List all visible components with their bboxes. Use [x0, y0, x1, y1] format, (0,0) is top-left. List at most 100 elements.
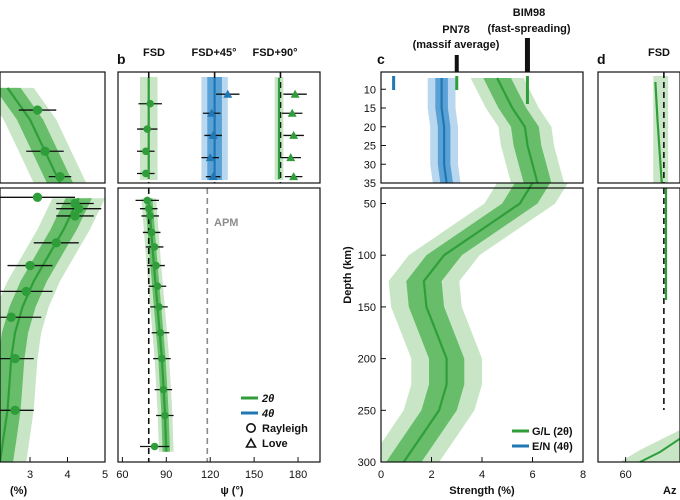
panel-d-plot [620, 72, 680, 462]
a-point-0 [32, 105, 43, 115]
panel-a-xlabel: (%) [10, 485, 27, 497]
panel-c-ref-pn78-sub: (massif average) [413, 39, 500, 51]
a-point-10 [6, 312, 16, 322]
panel-d-ref-fsd: FSD [648, 47, 670, 59]
a-series-line-1 [0, 197, 80, 462]
c-ytick-mantle-label-4: 250 [358, 405, 376, 417]
b-love-point-9 [289, 172, 299, 181]
c-series-en [440, 78, 448, 184]
panel-d-xlabel-fragment: Az [663, 485, 677, 497]
panel-c-lines [402, 77, 539, 462]
legend-2theta-label: 2θ [261, 393, 274, 405]
panel-b-ref-fsd: FSD [143, 47, 165, 59]
c-ytick-crust-label-4: 30 [364, 159, 376, 171]
panel-b-frame-box-1 [117, 187, 321, 463]
a-point-2 [55, 171, 65, 182]
panel-b-legend: 2θ 4θ Rayleigh Love [241, 393, 308, 450]
b-love-point-2 [208, 130, 218, 139]
panel-b-apm-label: APM [214, 217, 238, 229]
c-mark-pn78-gl [455, 76, 459, 90]
b-love-point-1 [207, 108, 217, 117]
legend-love-label: Love [262, 438, 288, 450]
c-ytick-mantle-label-5: 300 [358, 457, 376, 469]
legend-love-triangle-icon [245, 437, 257, 448]
c-mark-bim98-gl [525, 76, 529, 104]
panel-c-bands [381, 78, 568, 462]
b-rayleigh-point-8 [150, 243, 159, 251]
a-point-8 [25, 260, 35, 271]
panel-b-letter: b [117, 51, 126, 67]
b-rayleigh-point-3 [142, 169, 150, 178]
panel-b-ticks: 60 90 120 150 180 [116, 457, 307, 481]
c-ytick-crust-label-1: 15 [364, 103, 376, 115]
c-band-gl-mantle-outer [381, 183, 568, 462]
d-series-crust [654, 81, 663, 184]
b-love-point-6 [287, 108, 297, 117]
b-rayleigh-point-5 [144, 204, 153, 213]
legend-en-label: E/N (4θ) [532, 441, 573, 453]
c-series-gl-crust [496, 77, 539, 184]
panel-d-xtick-label-0: 60 [620, 469, 632, 481]
a-point-7 [51, 238, 61, 248]
panel-d-frame-box-0 [597, 71, 680, 184]
c-mark-pn78-en [392, 76, 396, 90]
panel-d-lines [639, 81, 680, 462]
b-rayleigh-point-13 [158, 354, 166, 363]
b-rayleigh-point-2 [142, 147, 150, 156]
a-point-5 [74, 203, 84, 214]
b-rayleigh-point-15 [161, 411, 169, 420]
panel-c-reference-bars [454, 38, 530, 72]
a-point-1 [40, 146, 50, 156]
panel-b-xtick-label-0: 60 [116, 469, 128, 481]
b-love-point-7 [289, 130, 299, 139]
panel-b-ref-fsd45: FSD+45° [191, 47, 236, 59]
panel-c-xtick-label-4: 8 [580, 469, 586, 481]
c-ytick-mantle-label-2: 150 [358, 302, 376, 314]
panel-a: 3 4 5 (%) [0, 71, 108, 497]
panel-c-letter: c [377, 51, 385, 67]
panel-c: c PN78 (massif average) BIM98 (fast-spre… [342, 7, 586, 497]
b-love-point-4 [208, 172, 218, 181]
a-point-9 [21, 286, 31, 297]
panel-b-frame-box-0 [117, 71, 321, 184]
a-band-inner-1 [0, 198, 92, 462]
b-rayleigh-point-4 [143, 196, 152, 205]
panel-c-xtick-label-0: 0 [378, 469, 384, 481]
panel-a-xtick-label-2: 5 [102, 469, 108, 481]
b-rayleigh-point-7 [147, 228, 156, 237]
c-ytick-crust-label-0: 10 [364, 84, 376, 96]
panel-c-xlabel: Strength (%) [449, 485, 515, 497]
b-rayleigh-point-14 [159, 385, 168, 394]
d-band-bottom [620, 430, 680, 462]
panel-a-xtick-label-1: 4 [64, 469, 70, 481]
a-point-11 [10, 353, 20, 364]
panel-b-xtick-label-2: 120 [201, 469, 219, 481]
panel-c-ref-bim98-sub: (fast-spreading) [487, 23, 570, 35]
panel-b-points [135, 89, 307, 451]
panel-a-ticks: 3 4 5 [27, 457, 108, 481]
panel-d-bands [620, 76, 680, 462]
b-love-point-3 [205, 153, 215, 162]
c-ref-pn78-bar [454, 55, 459, 72]
c-ytick-crust-label-3: 25 [364, 141, 376, 153]
panel-b-ref-fsd90: FSD+90° [252, 47, 297, 59]
panel-b-plot [135, 72, 307, 462]
panel-c-ref-pn78-title: PN78 [442, 24, 470, 36]
panel-a-frame [0, 71, 106, 463]
c-ytick-mantle-label-1: 100 [358, 250, 376, 262]
panel-d-letter: d [597, 51, 606, 67]
legend-gl-label: G/L (2θ) [532, 426, 573, 438]
panel-c-frame-box-0 [380, 71, 584, 184]
c-band-gl-crust-inner [483, 78, 552, 183]
c-ytick-crust-label-5: 35 [364, 178, 376, 190]
c-series-gl-mantle [402, 182, 534, 462]
panel-d: d FSD 60 Az [597, 47, 680, 497]
a-series-line-0 [6, 87, 61, 184]
panel-a-plot [0, 87, 105, 462]
c-ytick-mantle-label-0: 50 [364, 199, 376, 211]
b-rayleigh-point-16 [150, 442, 159, 451]
panel-c-legend: G/L (2θ) E/N (4θ) [512, 426, 573, 453]
legend-4theta-label: 4θ [261, 408, 274, 420]
panel-a-xtick-label-0: 3 [27, 469, 33, 481]
